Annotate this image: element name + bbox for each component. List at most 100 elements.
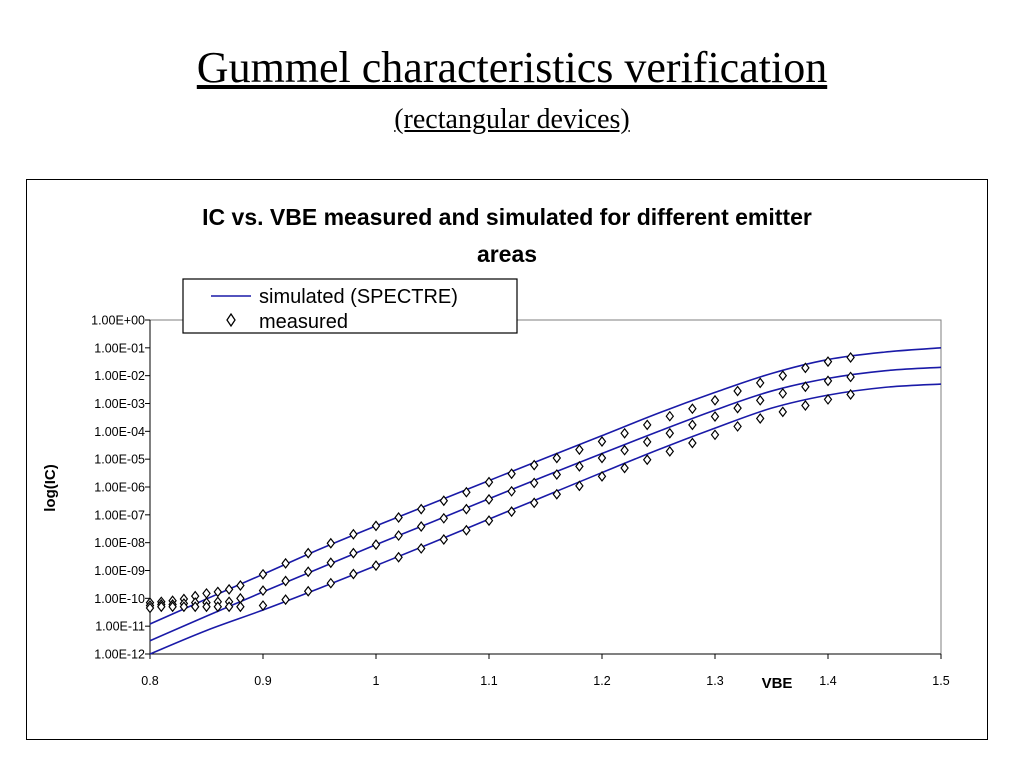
measured-point-device-2 [733,402,742,414]
measured-markers [145,352,855,614]
chart-title-line-2: areas [477,241,537,267]
slide-title: Gummel characteristics verification [196,43,828,92]
measured-point-device-3 [755,412,765,424]
measured-point-device-3 [778,406,788,418]
measured-point-device-3 [484,515,494,527]
measured-point-device-2 [281,575,290,587]
x-tick-label: 0.9 [254,674,271,688]
x-tick-label: 1.1 [480,674,497,688]
measured-point-device-3 [394,551,403,563]
measured-point-device-3 [145,602,155,614]
measured-point-device-2 [303,566,313,578]
y-tick-label: 1.00E+00 [91,314,145,328]
measured-point-device-3 [665,445,675,457]
plot-area-border [149,319,942,655]
measured-point-device-3 [529,497,539,509]
measured-point-device-1 [688,403,697,415]
measured-point-device-3 [575,480,584,492]
measured-point-device-2 [371,539,381,551]
y-tick-label: 1.00E-02 [94,369,145,383]
y-tick-label: 1.00E-11 [95,620,145,634]
measured-point-device-2 [575,460,584,472]
measured-point-device-3 [190,601,200,613]
measured-point-device-2 [326,557,336,569]
y-tick-label: 1.00E-03 [94,397,145,411]
measured-point-device-3 [462,524,471,536]
measured-point-device-3 [416,542,426,554]
measured-point-device-1 [224,583,234,595]
measured-point-device-3 [801,399,810,411]
measured-point-device-3 [349,568,358,580]
measured-point-device-2 [507,485,516,497]
measured-point-device-2 [416,521,426,533]
measured-point-device-1 [326,537,336,549]
y-tick-label: 1.00E-01 [94,341,145,355]
legend-measured-label: measured [259,311,348,333]
measured-point-device-3 [213,601,223,613]
measured-point-device-3 [157,601,166,613]
x-tick-label: 1 [373,674,380,688]
measured-point-device-2 [349,547,358,559]
measured-point-device-1 [371,520,381,532]
measured-point-device-1 [462,486,471,498]
measured-point-device-3 [642,454,652,466]
measured-point-device-1 [552,452,562,464]
measured-point-device-3 [258,600,268,612]
y-tick-label: 1.00E-10 [94,592,145,606]
measured-point-device-1 [665,410,675,422]
measured-point-device-1 [529,459,539,471]
measured-point-device-1 [507,468,516,480]
measured-point-device-1 [846,352,855,363]
measured-point-device-3 [224,601,234,613]
plot-area [149,319,942,655]
measured-point-device-1 [710,394,720,406]
measured-point-device-3 [846,389,855,401]
y-tick-label: 1.00E-12 [94,648,145,662]
measured-point-device-2 [394,530,403,542]
measured-point-device-1 [733,385,742,397]
measured-point-device-2 [665,427,675,439]
measured-point-device-2 [462,503,471,515]
measured-point-device-1 [642,419,652,431]
x-tick-label: 0.8 [141,674,158,688]
measured-point-device-2 [642,436,652,448]
measured-point-device-1 [416,503,426,515]
measured-point-device-1 [236,579,245,591]
y-tick-label: 1.00E-05 [94,453,145,467]
measured-point-device-3 [710,429,720,441]
measured-point-device-2 [597,452,607,464]
x-tick-label: 1.3 [706,674,723,688]
measured-point-device-2 [484,493,494,505]
measured-point-device-1 [755,377,765,389]
series-lines [149,347,942,655]
measured-point-device-2 [846,371,855,383]
x-tick-label: 1.2 [593,674,610,688]
measured-point-device-2 [439,512,449,524]
measured-point-device-1 [281,557,290,569]
measured-point-device-3 [371,560,381,572]
measured-point-device-1 [575,444,584,456]
measured-point-device-3 [552,488,562,500]
measured-point-device-1 [349,528,358,540]
y-tick-label: 1.00E-09 [94,564,145,578]
measured-point-device-3 [281,594,290,606]
y-tick-label: 1.00E-07 [94,508,145,522]
measured-point-device-2 [801,381,810,393]
legend-simulated-label: simulated (SPECTRE) [259,286,458,308]
measured-point-device-1 [801,362,810,374]
measured-point-device-3 [326,577,336,589]
measured-point-device-2 [778,387,788,399]
legend-measured-swatch [226,312,236,328]
measured-point-device-1 [258,568,268,580]
y-axis-title: log(IC) [42,464,59,511]
measured-point-device-2 [823,375,833,387]
measured-point-device-2 [688,419,697,431]
measured-point-device-2 [755,394,765,406]
measured-point-device-1 [439,495,449,507]
measured-point-device-1 [484,476,494,488]
y-tick-label: 1.00E-08 [94,536,145,550]
measured-point-device-3 [303,585,313,597]
measured-point-device-3 [823,393,833,405]
legend: simulated (SPECTRE) measured [182,278,518,334]
